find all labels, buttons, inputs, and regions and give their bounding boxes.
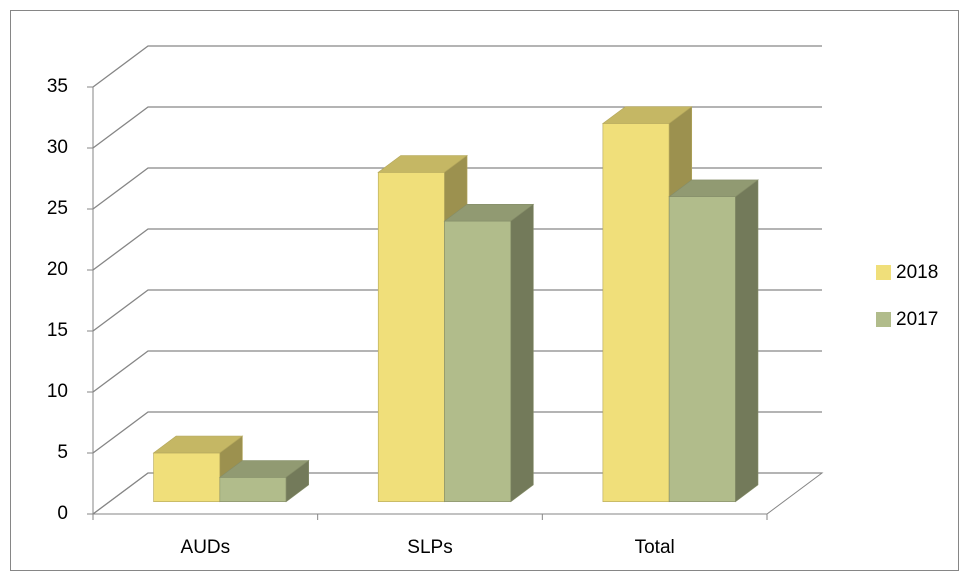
y-tick-label: 10 xyxy=(47,381,68,402)
bar-front xyxy=(153,452,221,503)
y-tick-label: 20 xyxy=(47,259,68,280)
legend-swatch xyxy=(876,312,891,327)
grid-line xyxy=(92,106,822,149)
bar-front xyxy=(219,476,287,503)
bar xyxy=(668,179,759,503)
legend-swatch xyxy=(876,265,891,280)
x-tick-label: AUDs xyxy=(181,537,231,558)
y-tick-label: 35 xyxy=(47,76,68,97)
y-tick-label: 5 xyxy=(57,442,68,463)
grid-line xyxy=(92,45,822,88)
bar-front xyxy=(377,172,445,503)
grid-line xyxy=(92,411,822,454)
x-tick-label: Total xyxy=(635,537,675,558)
grid-line xyxy=(92,228,822,271)
bar-side xyxy=(735,179,759,503)
grid-line xyxy=(92,350,822,393)
y-tick-label: 30 xyxy=(47,137,68,158)
y-tick-label: 25 xyxy=(47,198,68,219)
bar xyxy=(218,459,310,503)
y-tick-label: 0 xyxy=(57,503,68,524)
y-tick-label: 15 xyxy=(47,320,68,341)
bar-front xyxy=(668,196,736,503)
x-tick-label: SLPs xyxy=(407,537,452,558)
bar-front xyxy=(602,123,670,503)
bar-side xyxy=(510,203,534,503)
bar-front xyxy=(444,220,512,503)
bar xyxy=(152,435,244,503)
grid-line xyxy=(92,167,822,210)
grid-line xyxy=(92,472,822,515)
legend-label: 2017 xyxy=(896,309,938,330)
grid-line xyxy=(92,289,822,332)
bar xyxy=(443,203,535,503)
legend-label: 2018 xyxy=(896,262,938,283)
bar-side xyxy=(285,459,309,503)
